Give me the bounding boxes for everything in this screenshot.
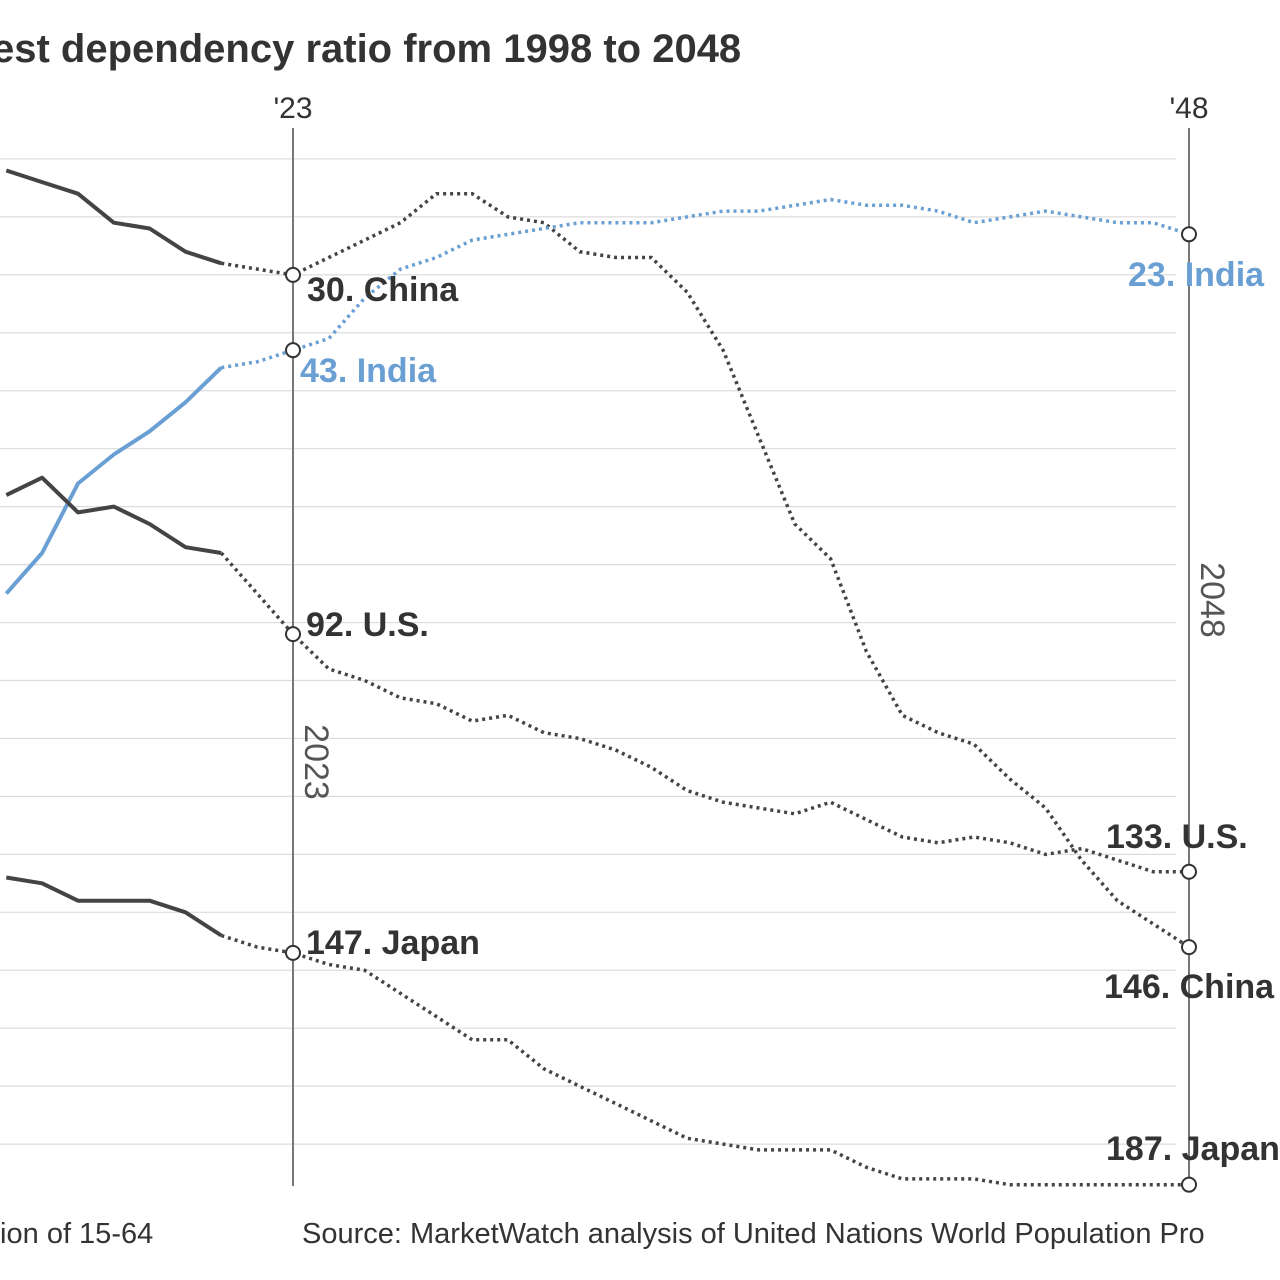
label-japan-2023: 147. Japan — [306, 924, 480, 962]
point-india-2048 — [1181, 226, 1197, 243]
source-note: Source: MarketWatch analysis of United N… — [302, 1218, 1205, 1250]
label-us-2023: 92. U.S. — [306, 606, 429, 644]
point-japan-2048 — [1181, 1176, 1197, 1193]
series-labels: 30. China 146. China 43. India 23. India 92.… — [300, 256, 1280, 1168]
point-china-2048 — [1181, 939, 1197, 956]
chart-title: est dependency ratio from 1998 to 2048 — [0, 27, 741, 71]
line-china-historical — [5, 168, 222, 266]
point-japan-2023 — [285, 944, 301, 961]
label-china-2023: 30. China — [307, 271, 459, 309]
label-japan-2048: 187. Japan — [1106, 1130, 1280, 1168]
point-china-2023 — [285, 266, 301, 283]
line-us-projected — [219, 551, 1189, 874]
label-india-2048: 23. India — [1128, 256, 1265, 294]
label-china-2048: 146. China — [1104, 968, 1275, 1006]
tick-label-2048: '48 — [1169, 92, 1208, 125]
line-india-historical — [4, 366, 223, 595]
label-india-2023: 43. India — [300, 352, 437, 390]
vertical-label-2048: 2048 — [1193, 562, 1231, 638]
point-us-2023 — [285, 626, 301, 643]
point-us-2048 — [1181, 863, 1197, 880]
point-india-2023 — [285, 342, 301, 359]
line-japan-historical — [5, 875, 223, 938]
vertical-label-2023: 2023 — [297, 724, 335, 800]
line-japan-projected — [220, 933, 1189, 1187]
line-china-projected — [221, 191, 1190, 949]
line-us-historical — [5, 475, 222, 555]
label-us-2048: 133. U.S. — [1106, 818, 1248, 856]
gridlines — [0, 158, 1176, 1145]
footer-note: tion of 15-64 — [0, 1218, 153, 1250]
year-markers: '23 2023 '48 2048 — [273, 92, 1231, 1186]
tick-label-2023: '23 — [273, 92, 312, 125]
series-lines — [4, 168, 1197, 1193]
